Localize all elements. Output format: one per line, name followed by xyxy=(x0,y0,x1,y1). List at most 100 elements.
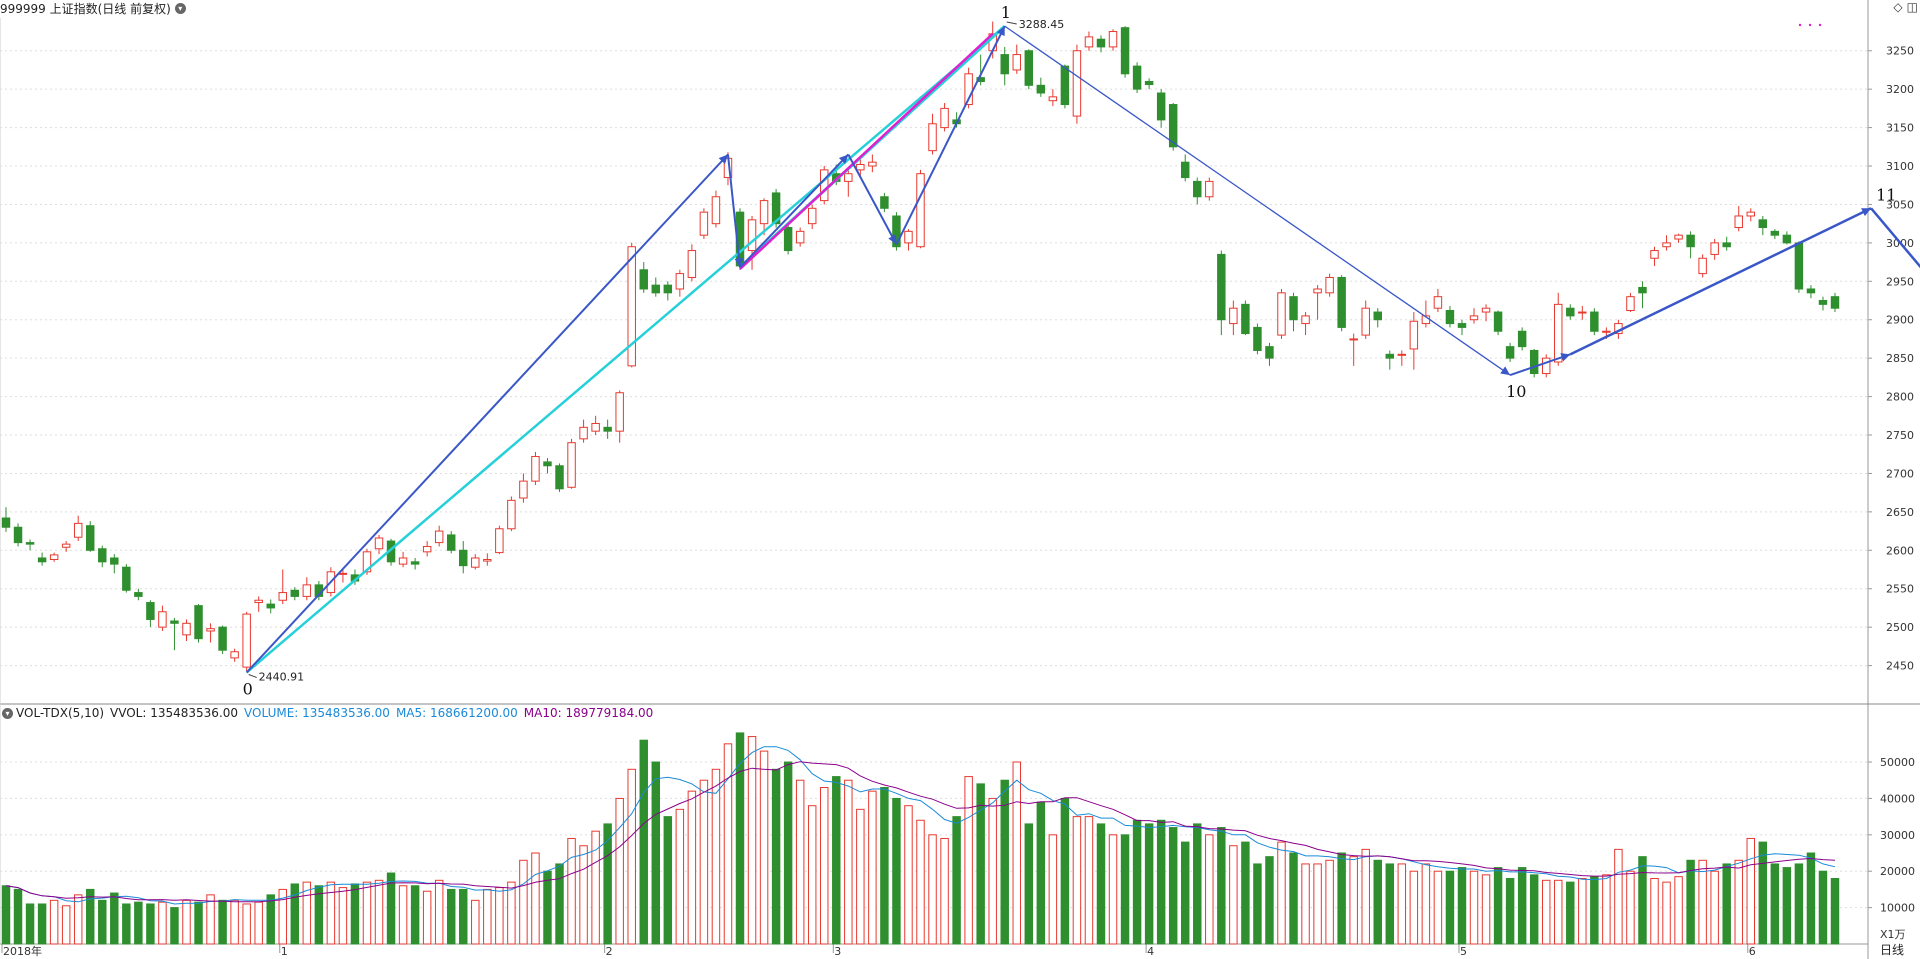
volume-tick-label: 50000 xyxy=(1880,756,1915,769)
volume-unit-label: X1万 xyxy=(1880,928,1906,941)
price-tick-label: 3200 xyxy=(1886,83,1914,96)
candle-body xyxy=(302,584,312,597)
candle-body xyxy=(687,250,697,278)
volume-bar xyxy=(627,768,636,945)
candle-body xyxy=(1457,323,1467,328)
candle-body xyxy=(86,525,95,551)
candle-body xyxy=(1481,307,1491,313)
candle-body xyxy=(146,602,155,620)
volume-bar xyxy=(904,805,913,945)
candle-body xyxy=(1638,286,1647,294)
volume-bar xyxy=(314,885,324,945)
title-dropdown-icon[interactable]: ▾ xyxy=(174,2,186,14)
candle-body xyxy=(374,537,384,550)
volume-bar xyxy=(1301,863,1310,945)
candle-body xyxy=(170,620,179,624)
candle-body xyxy=(1036,84,1046,94)
panel-toggle-icon[interactable]: ◫ xyxy=(1906,0,1918,14)
volume-bar xyxy=(1024,823,1034,945)
candle-body xyxy=(1168,104,1178,148)
candle-body xyxy=(1698,257,1707,275)
volume-bar xyxy=(964,776,973,945)
volume-bar xyxy=(194,901,203,945)
volume-bar xyxy=(1048,834,1058,945)
candle-body xyxy=(158,611,167,628)
volume-bar xyxy=(1746,837,1755,945)
volume-bar xyxy=(531,852,540,945)
volume-bar xyxy=(1072,816,1082,945)
volume-bar xyxy=(1012,761,1021,945)
candle-body xyxy=(1337,276,1346,328)
candle-body xyxy=(519,480,528,499)
candle-body xyxy=(422,545,432,553)
candle-body xyxy=(1445,310,1455,325)
candle-body xyxy=(856,163,865,171)
volume-bar xyxy=(278,888,287,945)
diamond-icon[interactable]: ◇ xyxy=(1893,0,1903,14)
candle-body xyxy=(795,230,805,244)
price-tick-label: 2850 xyxy=(1886,352,1914,365)
candle-body xyxy=(651,284,661,294)
volume-bar xyxy=(747,736,757,945)
volume-bar xyxy=(110,892,119,945)
volume-bar xyxy=(1289,852,1298,945)
period-tab[interactable]: 日线 xyxy=(1880,943,1905,957)
volume-bar xyxy=(880,787,889,945)
candle-body xyxy=(639,269,648,290)
ma5-value: MA5: 168661200.00 xyxy=(395,706,518,720)
candle-body xyxy=(230,651,239,659)
candle-body xyxy=(206,628,215,632)
wave-line-blue xyxy=(245,153,729,674)
time-tick-label: 2 xyxy=(606,945,613,958)
volume-indicator-name[interactable]: VOL-TDX(5,10) xyxy=(16,706,105,720)
volume-bar xyxy=(170,907,179,945)
candle-body xyxy=(182,622,191,636)
candle-body xyxy=(49,554,59,561)
high-price-label: 3288.45 xyxy=(1019,18,1064,31)
wave-arrowhead xyxy=(734,258,744,268)
candle-body xyxy=(1120,27,1130,75)
candle-body xyxy=(1072,50,1082,117)
volume-dropdown-icon[interactable]: ▾ xyxy=(2,707,13,719)
candle-body xyxy=(1650,250,1659,259)
candle-body xyxy=(61,543,71,548)
wave-number-label: 11 xyxy=(1876,185,1896,204)
price-tick-label: 2700 xyxy=(1886,467,1914,480)
volume-bar xyxy=(1529,874,1539,945)
top-right-controls: ◇ ◫ xyxy=(1893,0,1918,14)
volume-bar xyxy=(1385,863,1395,945)
volume-bar xyxy=(1782,867,1792,945)
wave-line-blue xyxy=(895,25,1006,245)
volume-bar xyxy=(639,739,648,945)
volume-bar xyxy=(434,879,444,945)
candle-body xyxy=(1469,315,1479,321)
wave-arrowhead xyxy=(1560,353,1571,362)
candle-body xyxy=(1758,219,1768,229)
volume-bar xyxy=(1493,867,1503,945)
volume-bar xyxy=(940,837,949,945)
candle-body xyxy=(1517,330,1527,348)
volume-bar xyxy=(711,768,721,945)
candle-body xyxy=(1373,311,1382,321)
volume-bar xyxy=(916,819,925,945)
low-price-leader xyxy=(248,674,257,678)
candle-body xyxy=(446,534,456,551)
vvol-value: VVOL: 135483536.00 xyxy=(110,706,239,720)
candle-body xyxy=(459,549,468,567)
candle-body xyxy=(603,426,612,432)
candle-body xyxy=(1108,31,1118,48)
volume-bar xyxy=(1770,863,1780,945)
volume-bar xyxy=(1325,859,1334,945)
volume-bar xyxy=(1397,863,1407,945)
wave-line-blue xyxy=(1004,25,1511,376)
wave-line-blue xyxy=(847,154,898,245)
volume-bar xyxy=(807,805,817,945)
time-tick-label: 5 xyxy=(1460,945,1467,958)
volume-bar xyxy=(519,859,528,945)
candle-body xyxy=(1205,180,1214,198)
high-price-leader xyxy=(1006,21,1017,25)
volume-bar xyxy=(266,894,275,945)
volume-bar xyxy=(976,783,985,945)
candle-body xyxy=(663,284,673,294)
